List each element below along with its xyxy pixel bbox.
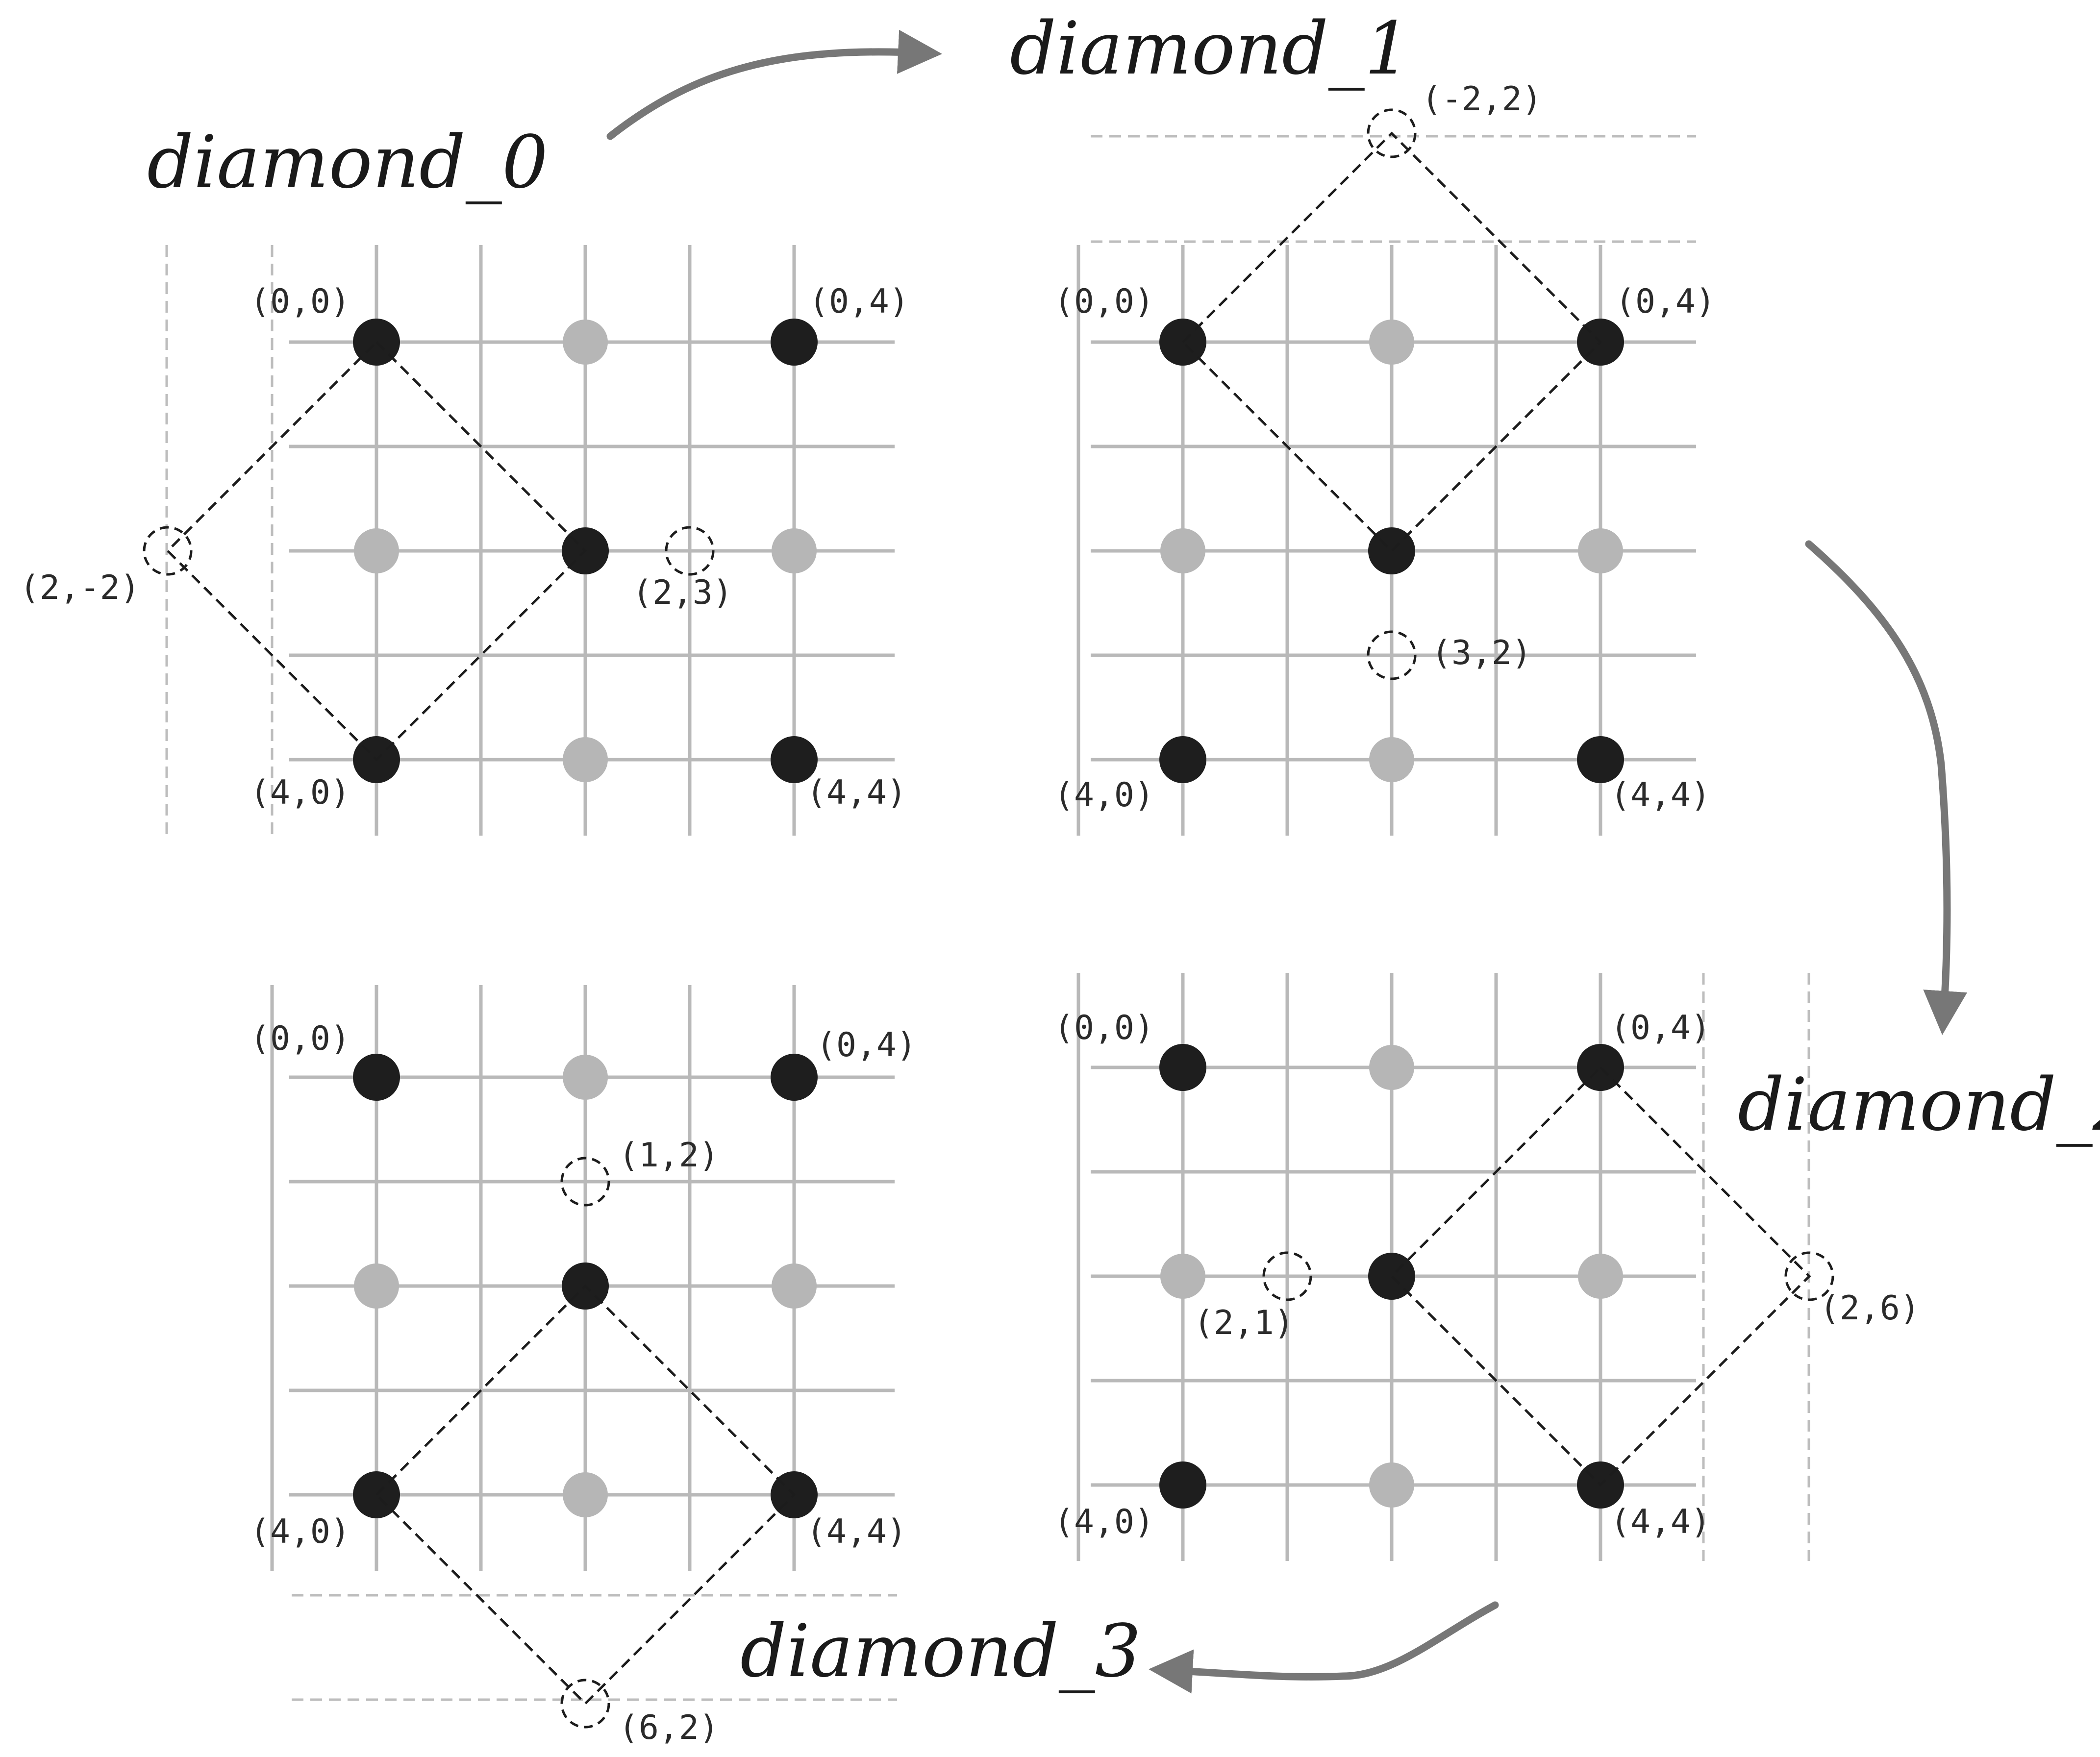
inactive-point [1369, 737, 1414, 782]
diamond-outline [1181, 131, 1602, 553]
label-4-0: (4,0) [1054, 1503, 1154, 1541]
labels: (0,0) (0,4) (4,0) (4,4) (2,6) (2,1) [1054, 1009, 1920, 1541]
label-0-0: (0,0) [250, 1019, 350, 1058]
panel-title: diamond_1 [1010, 6, 1411, 91]
inactive-point [772, 1263, 817, 1309]
label-0-0: (0,0) [1054, 1009, 1154, 1047]
guides [292, 1594, 897, 1701]
label-4-4: (4,4) [1610, 776, 1711, 815]
inactive-point [563, 320, 608, 365]
label-4-4: (4,4) [1610, 1503, 1711, 1541]
inactive-point [1369, 1462, 1414, 1508]
ghost-point [1367, 630, 1417, 680]
inactive-point [563, 737, 608, 782]
ghosts [1367, 108, 1417, 680]
panel-diamond-3: diamond_3 (0,0) (0,4) (4,0) (4,4) (6,2) … [250, 985, 1141, 1747]
inactive-point [1578, 528, 1623, 573]
ghost-point [143, 526, 193, 576]
label-2-6: (2,6) [1820, 1289, 1920, 1328]
guides [1091, 135, 1696, 243]
inactive-point [1160, 528, 1205, 573]
flow-arrows [606, 29, 1968, 1694]
ghost-point [560, 1157, 610, 1207]
label-4-0: (4,0) [1054, 776, 1154, 815]
active-point [771, 736, 818, 783]
ghosts [1262, 1251, 1834, 1301]
labels: (0,0) (0,4) (4,0) (4,4) (6,2) (1,2) [250, 1019, 917, 1747]
label-2-1: (2,1) [1194, 1304, 1294, 1342]
diamond-outline [375, 1284, 796, 1706]
ghosts [143, 526, 715, 576]
inactive-point [563, 1472, 608, 1517]
label-0-4: (0,4) [1615, 282, 1716, 321]
guides [165, 245, 274, 836]
panel-title: diamond_0 [147, 120, 548, 204]
panel-diamond-2: diamond_2 (0,0) (0,4) (4,0) (4,4) (2,6) … [1054, 973, 2100, 1561]
inactive-point [1160, 1254, 1205, 1299]
inactive-point [354, 528, 399, 573]
labels: (0,0) (0,4) (4,0) (4,4) (2,-2) (2,3) [20, 282, 909, 812]
label-0-4: (0,4) [1610, 1009, 1711, 1047]
ghosts [560, 1157, 610, 1729]
ghost-point [665, 526, 715, 576]
label-0-4: (0,4) [816, 1026, 917, 1064]
diamond-outline [1390, 1065, 1811, 1487]
arrow-2-to-3 [1149, 1601, 1499, 1694]
active-point [353, 1054, 400, 1101]
panel-diamond-1: diamond_1 (0,0) (0,4) (4,0) (4,4) (-2,2)… [1010, 6, 1716, 836]
label-1-2: (1,2) [619, 1136, 719, 1175]
active-point [1159, 1044, 1206, 1091]
labels: (0,0) (0,4) (4,0) (4,4) (-2,2) (3,2) [1054, 80, 1716, 815]
arrow-0-to-1 [606, 29, 942, 140]
label-4-0: (4,0) [250, 773, 350, 812]
active-point [1159, 736, 1206, 783]
label-2-neg2: (2,-2) [20, 569, 140, 607]
label-3-2: (3,2) [1431, 634, 1532, 672]
label-0-0: (0,0) [250, 282, 350, 321]
ghost-point [1262, 1251, 1312, 1301]
label-6-2: (6,2) [619, 1708, 719, 1747]
active-point [1577, 736, 1624, 783]
label-2-3: (2,3) [632, 573, 733, 612]
label-4-0: (4,0) [250, 1512, 350, 1551]
label-4-4: (4,4) [806, 1512, 907, 1551]
inactive-point [354, 1263, 399, 1309]
label-0-0: (0,0) [1054, 282, 1154, 321]
ghost-point [1367, 108, 1417, 158]
active-point [771, 319, 818, 366]
ghost-point [1784, 1251, 1834, 1301]
guides [1702, 973, 1810, 1561]
inactive-point [563, 1055, 608, 1100]
inactive-point [1369, 320, 1414, 365]
panel-title: diamond_2 [1738, 1063, 2100, 1147]
inactive-point [1369, 1045, 1414, 1090]
inactive-point [772, 528, 817, 573]
inactive-point [1578, 1254, 1623, 1299]
label-neg2-2: (-2,2) [1422, 80, 1542, 119]
ghost-point [560, 1679, 610, 1729]
label-0-4: (0,4) [809, 282, 909, 321]
panel-diamond-0: diamond_0 (0,0) (0,4) (4,0) (4,4) (2,-2)… [20, 120, 909, 836]
label-4-4: (4,4) [806, 773, 907, 812]
arrow-1-to-2 [1805, 540, 1968, 1035]
diamond-outline [166, 340, 587, 762]
active-point [1159, 1461, 1206, 1509]
panel-title: diamond_3 [740, 1609, 1141, 1693]
active-point [771, 1054, 818, 1101]
